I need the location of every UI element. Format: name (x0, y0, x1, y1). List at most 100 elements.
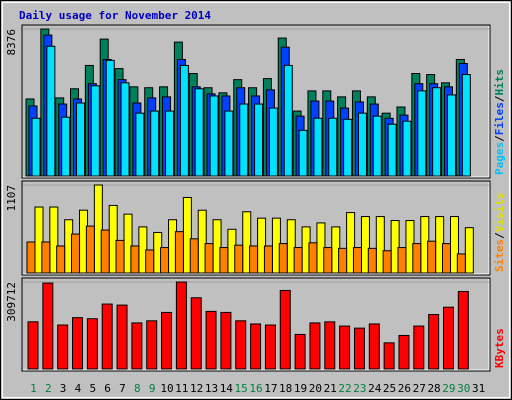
bar (146, 320, 158, 370)
bar (46, 45, 56, 177)
x-tick-label: 7 (119, 382, 126, 395)
bar (339, 325, 351, 370)
legend: Pages/Files/Hits (493, 69, 506, 175)
legend-separator: / (493, 135, 506, 142)
bar (442, 306, 454, 370)
bar (346, 212, 356, 274)
bar (234, 244, 244, 274)
bar (49, 206, 59, 274)
bar (367, 247, 377, 274)
y-tick-label: 309712 (5, 282, 18, 322)
bar (464, 227, 474, 274)
bar (56, 245, 66, 274)
legend: KBytes (493, 328, 506, 368)
bar (352, 247, 362, 274)
bar (298, 129, 308, 177)
legend-entry: Hits (493, 69, 506, 96)
bar (31, 117, 41, 177)
bar (34, 206, 44, 274)
x-tick-label: 1 (30, 382, 37, 395)
x-tick-label: 23 (353, 382, 366, 395)
legend-separator: / (493, 232, 506, 239)
legend-entry: Files (493, 102, 506, 135)
bar (90, 85, 100, 177)
bar (72, 317, 84, 370)
bar (353, 327, 365, 370)
bar (250, 323, 262, 370)
bar (224, 110, 234, 177)
x-tick-label: 16 (249, 382, 262, 395)
bar (264, 324, 276, 370)
legend-entry: KBytes (493, 328, 506, 368)
bar (174, 231, 184, 274)
bar (235, 320, 247, 370)
legend-entry: Pages (493, 142, 506, 175)
bar (279, 289, 291, 370)
x-tick-label: 14 (220, 382, 234, 395)
bar (86, 318, 98, 370)
x-tick-label: 5 (89, 382, 96, 395)
bar (42, 282, 54, 370)
x-tick-label: 25 (383, 382, 396, 395)
bar (161, 311, 173, 370)
bar (372, 115, 382, 177)
bar (323, 247, 333, 274)
bar (313, 117, 323, 177)
x-tick-label: 13 (205, 382, 218, 395)
x-tick-label: 6 (104, 382, 111, 395)
bar (308, 242, 318, 274)
bar (190, 297, 202, 370)
bar (461, 74, 471, 177)
x-tick-label: 27 (413, 382, 426, 395)
bar (375, 216, 385, 274)
bar (76, 102, 86, 177)
bar (85, 225, 95, 274)
bar (328, 117, 338, 177)
bar (417, 90, 427, 177)
bar (382, 250, 392, 274)
bar (268, 107, 278, 177)
bar (278, 243, 288, 274)
bar (165, 110, 175, 177)
bar (283, 64, 293, 177)
bar (242, 211, 252, 274)
bar (293, 247, 303, 274)
bar (100, 229, 110, 274)
legend: Sites/Visits (493, 193, 506, 273)
bar (357, 112, 367, 177)
bar (343, 118, 353, 177)
bar (57, 324, 69, 370)
x-tick-label: 31 (472, 382, 485, 395)
x-tick-label: 11 (175, 382, 188, 395)
x-tick-label: 22 (338, 382, 351, 395)
bar (130, 245, 140, 274)
bar (175, 281, 187, 370)
bar (194, 88, 204, 177)
x-tick-label: 15 (235, 382, 248, 395)
legend-separator: / (493, 95, 506, 102)
x-tick-label: 8 (134, 382, 141, 395)
bar (204, 243, 214, 274)
bar (101, 303, 113, 370)
bar (105, 59, 115, 177)
bar (427, 240, 437, 274)
x-tick-label: 30 (457, 382, 470, 395)
bar (263, 245, 273, 274)
x-tick-label: 20 (309, 382, 322, 395)
bar (26, 241, 36, 274)
bar (413, 325, 425, 370)
bar (131, 322, 143, 370)
x-tick-label: 2 (45, 382, 52, 395)
bar (189, 238, 199, 274)
bar (27, 321, 39, 370)
legend-entry: Visits (493, 193, 506, 233)
bar (368, 323, 380, 370)
bar (360, 216, 370, 274)
bar (309, 322, 321, 370)
bar (220, 311, 232, 370)
x-tick-label: 12 (190, 382, 203, 395)
bar (397, 247, 407, 274)
bar (61, 116, 71, 177)
